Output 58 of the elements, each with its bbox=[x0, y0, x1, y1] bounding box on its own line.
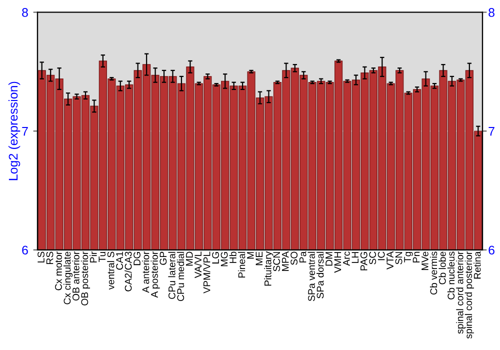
x-tick-label: Cb vermis bbox=[430, 252, 438, 295]
x-tick-label: Retina bbox=[474, 251, 481, 279]
x-tick-label: spinal cord posterior bbox=[464, 251, 474, 339]
y-tick-label: 7 bbox=[22, 127, 28, 136]
x-tick-label: Cx cingulate bbox=[64, 252, 73, 304]
x-tick-label: OB anterior bbox=[72, 251, 80, 301]
x-tick-label: Cx motor bbox=[55, 251, 62, 290]
x-tick-label: Cb lobe bbox=[438, 252, 446, 284]
x-tick-label: SPa dorsal bbox=[316, 252, 324, 298]
x-tick-label: VMH bbox=[334, 252, 342, 273]
x-tick-label: MD bbox=[186, 252, 193, 266]
x-tick-label: VPM/VPL bbox=[203, 252, 210, 294]
x-tick-label: GP bbox=[160, 252, 167, 265]
x-tick-label: A anterior bbox=[142, 251, 150, 293]
x-tick-label: CA2/CA3 bbox=[124, 252, 132, 292]
x-tick-label: SPa ventral bbox=[308, 252, 315, 302]
x-tick-label: DM bbox=[326, 252, 332, 266]
x-tick-label: MPA bbox=[282, 251, 289, 271]
x-tick-label: SCN bbox=[273, 252, 280, 272]
x-tick-label: Tg bbox=[404, 252, 413, 262]
x-tick-label: Pn bbox=[412, 252, 420, 262]
x-tick-label: ventral S bbox=[107, 252, 114, 290]
x-tick-label: CPu medial bbox=[176, 252, 184, 302]
x-tick-label: Pa bbox=[299, 251, 306, 262]
x-tick-label: LH bbox=[352, 252, 358, 263]
x-tick-label: Pineal bbox=[238, 252, 246, 278]
y-tick-label: 8 bbox=[22, 8, 28, 17]
x-tick-label: OB posterior bbox=[80, 251, 90, 306]
x-tick-label: M bbox=[247, 252, 254, 259]
x-tick-label: spinal cord anterior bbox=[456, 251, 466, 334]
x-tick-label: Arc bbox=[343, 252, 350, 266]
y2-tick-label: 6 bbox=[488, 246, 494, 255]
y-tick-label: 6 bbox=[22, 246, 28, 255]
x-tick-label: PAG bbox=[360, 252, 368, 270]
x-tick-label: CA1 bbox=[116, 252, 123, 270]
x-tick-label: MG bbox=[220, 252, 228, 266]
x-tick-label: Pituitary bbox=[264, 251, 274, 286]
x-tick-label: VTA bbox=[386, 251, 394, 270]
x-tick-label: CPu lateral bbox=[168, 252, 176, 299]
x-tick-label: A posterior bbox=[150, 251, 160, 298]
x-tick-label: DG bbox=[134, 252, 140, 266]
x-tick-label: SN bbox=[395, 252, 402, 264]
x-tick-label: MVe bbox=[422, 252, 428, 270]
y2-tick-label: 8 bbox=[488, 8, 494, 17]
x-tick-label: Hb bbox=[229, 252, 236, 263]
x-tick-label: SO bbox=[290, 252, 298, 265]
x-tick-label: LG bbox=[212, 252, 219, 264]
x-tick-label: ME bbox=[256, 252, 263, 266]
x-tick-label: Pir bbox=[90, 251, 97, 262]
x-tick-label: IC bbox=[378, 252, 385, 260]
x-tick-label: VA/VL bbox=[194, 252, 202, 278]
x-tick-label: LS bbox=[38, 252, 44, 262]
y2-tick-label: 7 bbox=[488, 127, 494, 136]
y-axis-title: Log2 (expression) bbox=[8, 82, 20, 180]
x-tick-label: Cb nucleus bbox=[447, 252, 455, 300]
x-tick-label: SC bbox=[369, 252, 376, 264]
x-tick-label: Tu bbox=[98, 252, 106, 262]
x-tick-label: RS bbox=[46, 252, 54, 264]
